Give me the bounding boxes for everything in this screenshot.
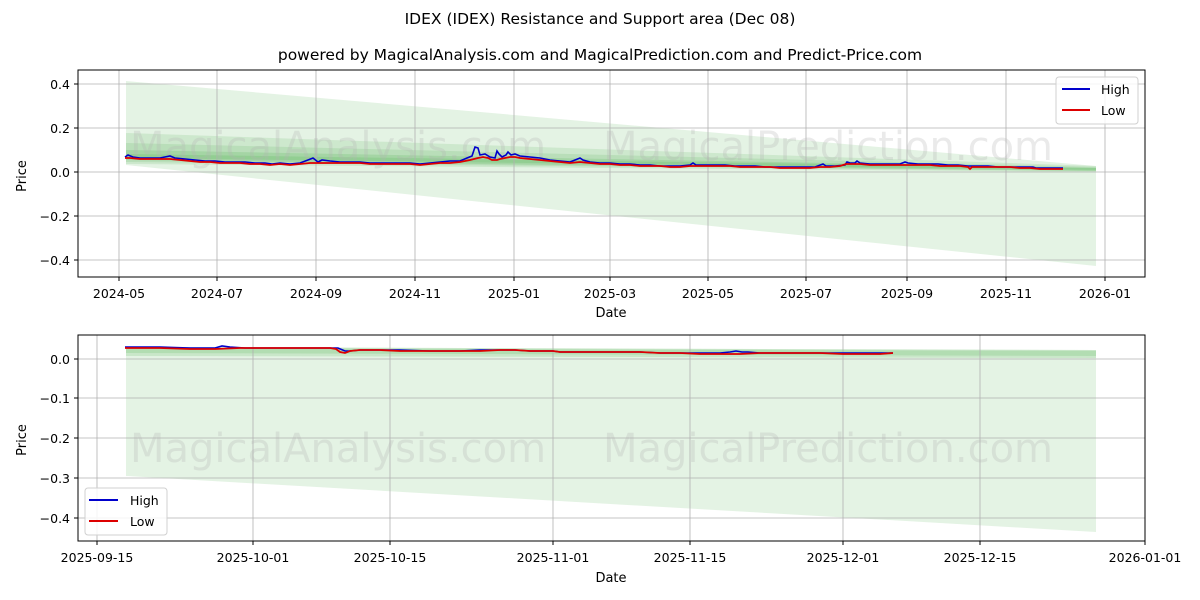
x-tick: 2024-05 [93, 286, 145, 301]
y-tick: −0.2 [40, 209, 70, 224]
x-axis-label: Date [595, 571, 626, 586]
x-tick: 2026-01 [1079, 286, 1131, 301]
y-tick: −0.4 [40, 511, 70, 526]
x-tick: 2025-11-15 [654, 550, 727, 565]
top-legend: High Low [1055, 76, 1139, 125]
low-line [125, 347, 894, 355]
watermark-prediction: MagicalPrediction.com [603, 426, 1053, 472]
watermark-prediction: MagicalPrediction.com [603, 124, 1053, 170]
high-line [124, 145, 1063, 169]
watermark-analysis: MagicalAnalysis.com [130, 426, 546, 472]
y-tick: −0.2 [40, 431, 70, 446]
x-tick: 2025-09 [881, 286, 933, 301]
x-tick: 2025-05 [682, 286, 734, 301]
x-axis-label: Date [595, 306, 626, 321]
y-axis-label: Price [15, 160, 30, 192]
x-tick: 2025-01 [488, 286, 540, 301]
chart-title: IDEX (IDEX) Resistance and Support area … [404, 10, 796, 28]
low-line [125, 156, 1063, 171]
legend-high-label: High [1101, 82, 1130, 97]
x-tick: 2026-01-01 [1109, 550, 1182, 565]
y-tick: −0.3 [40, 471, 70, 486]
x-tick: 2024-11 [389, 286, 441, 301]
y-tick: −0.1 [40, 391, 70, 406]
top-axes-frame [77, 69, 1146, 278]
x-tick: 2025-10-15 [354, 550, 427, 565]
support-resistance-band [126, 347, 1096, 532]
support-resistance-band [126, 81, 1096, 266]
legend-low-label: Low [130, 514, 155, 529]
y-tick: 0.0 [50, 165, 70, 180]
x-tick: 2025-07 [780, 286, 832, 301]
x-tick: 2025-03 [584, 286, 636, 301]
legend-low-label: Low [1101, 103, 1126, 118]
x-tick: 2025-11-01 [517, 550, 590, 565]
x-tick: 2025-12-01 [807, 550, 880, 565]
x-tick: 2024-07 [191, 286, 243, 301]
y-tick: 0.4 [50, 77, 70, 92]
bottom-legend: High Low [84, 487, 168, 536]
top-chart: MagicalAnalysis.com MagicalPrediction.co… [15, 69, 1146, 321]
legend-high-label: High [130, 493, 159, 508]
y-tick: 0.0 [50, 352, 70, 367]
chart-subtitle: powered by MagicalAnalysis.com and Magic… [277, 46, 923, 64]
grid [78, 335, 1146, 541]
grid [78, 70, 1145, 277]
x-tick: 2025-09-15 [61, 550, 134, 565]
x-tick: 2024-09 [290, 286, 342, 301]
bottom-chart: MagicalAnalysis.com MagicalPrediction.co… [15, 334, 1182, 586]
y-tick: −0.4 [40, 253, 70, 268]
x-tick: 2025-12-15 [944, 550, 1017, 565]
x-tick: 2025-10-01 [217, 550, 290, 565]
y-tick: 0.2 [50, 121, 70, 136]
y-axis-label: Price [15, 424, 30, 456]
x-tick: 2025-11 [980, 286, 1032, 301]
